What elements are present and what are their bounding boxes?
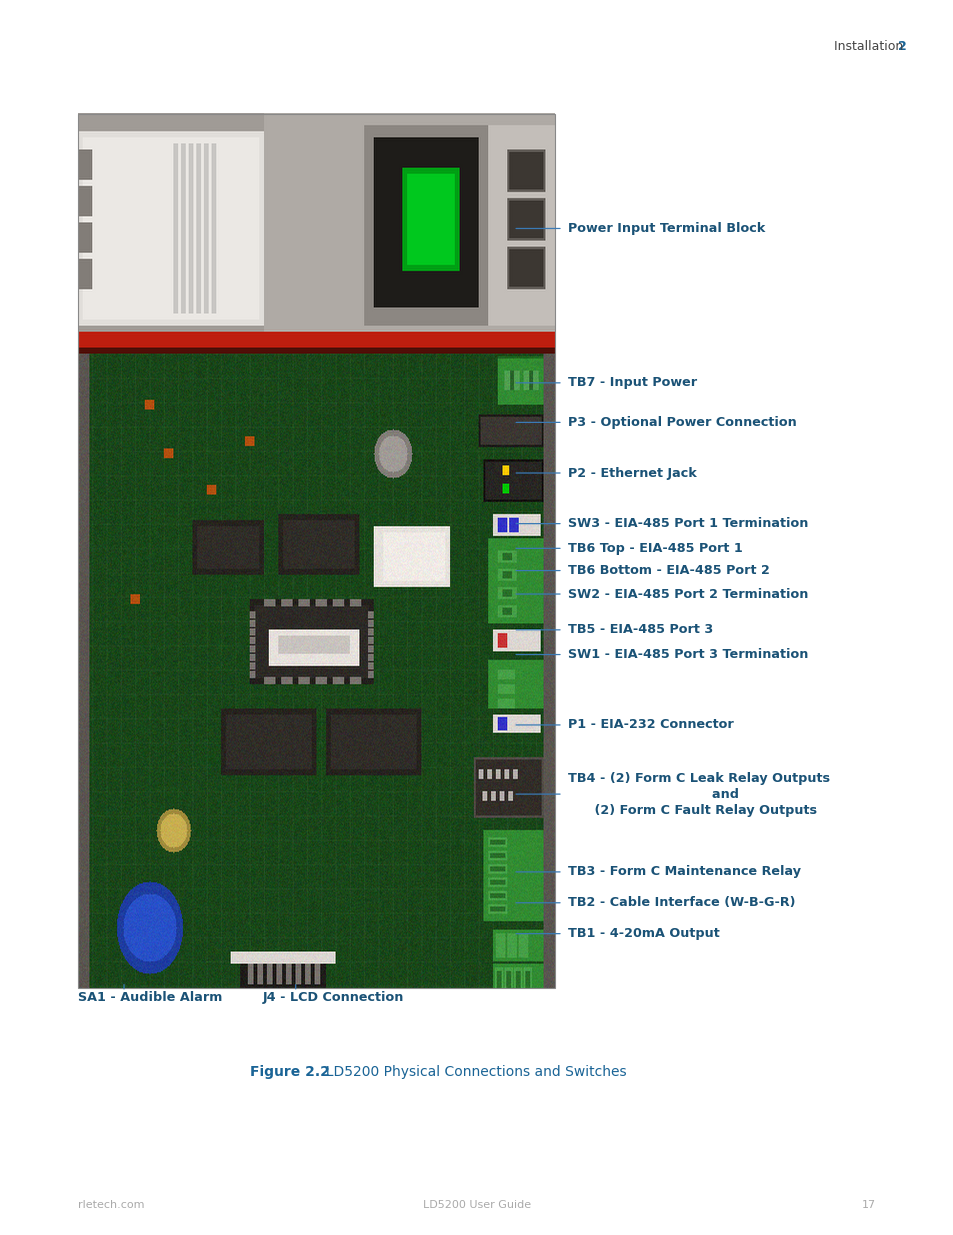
Text: SW3 - EIA-485 Port 1 Termination: SW3 - EIA-485 Port 1 Termination — [567, 517, 807, 530]
Text: TB1 - 4-20mA Output: TB1 - 4-20mA Output — [567, 927, 719, 940]
Text: rletech.com: rletech.com — [78, 1200, 145, 1210]
Text: TB4 - (2) Form C Leak Relay Outputs
            and
   (2) Form C Fault Relay Ou: TB4 - (2) Form C Leak Relay Outputs and … — [567, 772, 829, 816]
Text: SW2 - EIA-485 Port 2 Termination: SW2 - EIA-485 Port 2 Termination — [567, 588, 807, 600]
Text: P1 - EIA-232 Connector: P1 - EIA-232 Connector — [567, 719, 733, 731]
Text: TB3 - Form C Maintenance Relay: TB3 - Form C Maintenance Relay — [567, 866, 800, 878]
Text: 2: 2 — [897, 40, 905, 53]
Text: TB5 - EIA-485 Port 3: TB5 - EIA-485 Port 3 — [567, 624, 712, 636]
Text: Power Input Terminal Block: Power Input Terminal Block — [567, 222, 764, 235]
Bar — [78, 114, 555, 988]
Text: SA1 - Audible Alarm: SA1 - Audible Alarm — [78, 992, 222, 1004]
Text: TB6 Bottom - EIA-485 Port 2: TB6 Bottom - EIA-485 Port 2 — [567, 564, 769, 577]
Text: LD5200 Physical Connections and Switches: LD5200 Physical Connections and Switches — [316, 1065, 626, 1079]
Text: TB2 - Cable Interface (W-B-G-R): TB2 - Cable Interface (W-B-G-R) — [567, 897, 794, 909]
Text: J4 - LCD Connection: J4 - LCD Connection — [262, 992, 403, 1004]
Text: Installation: Installation — [825, 40, 902, 53]
Text: LD5200 User Guide: LD5200 User Guide — [422, 1200, 531, 1210]
Text: P2 - Ethernet Jack: P2 - Ethernet Jack — [567, 467, 696, 479]
Text: TB7 - Input Power: TB7 - Input Power — [567, 377, 696, 389]
Text: SW1 - EIA-485 Port 3 Termination: SW1 - EIA-485 Port 3 Termination — [567, 648, 807, 661]
Text: Figure 2.2: Figure 2.2 — [250, 1065, 330, 1079]
Text: TB6 Top - EIA-485 Port 1: TB6 Top - EIA-485 Port 1 — [567, 542, 741, 555]
Text: P3 - Optional Power Connection: P3 - Optional Power Connection — [567, 416, 796, 429]
Text: 17: 17 — [861, 1200, 875, 1210]
